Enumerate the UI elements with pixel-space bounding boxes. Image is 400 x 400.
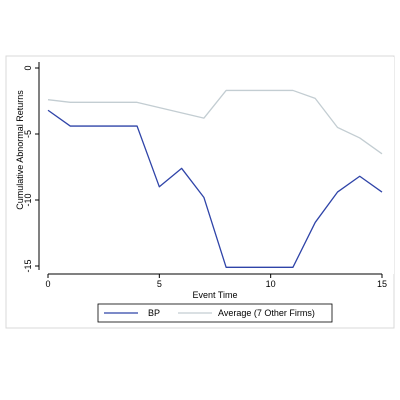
y-tick-label: -15 bbox=[23, 259, 33, 272]
x-tick-label: 0 bbox=[45, 279, 50, 289]
x-axis-title: Event Time bbox=[192, 290, 237, 300]
y-tick-label: 0 bbox=[23, 65, 33, 70]
x-tick-label: 5 bbox=[157, 279, 162, 289]
series-line-average-7-other-firms bbox=[47, 89, 383, 155]
series-line-bp bbox=[47, 109, 383, 268]
x-tick-label: 15 bbox=[377, 279, 387, 289]
legend-label-average: Average (7 Other Firms) bbox=[218, 308, 315, 318]
x-tick-label: 10 bbox=[266, 279, 276, 289]
legend-label-bp: BP bbox=[148, 308, 160, 318]
y-axis-title: Cumulative Abnormal Returns bbox=[15, 90, 25, 210]
legend: BP Average (7 Other Firms) bbox=[97, 303, 333, 323]
plot-area bbox=[39, 57, 394, 274]
legend-box bbox=[97, 303, 333, 323]
y-tick-label: -5 bbox=[23, 130, 33, 138]
y-tick-label: -10 bbox=[23, 193, 33, 206]
